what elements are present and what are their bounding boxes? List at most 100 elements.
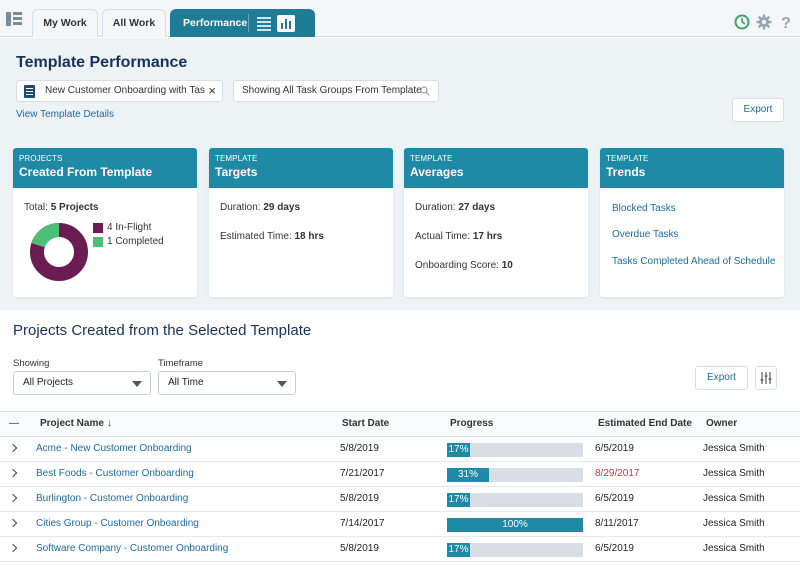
template-doc-icon: [24, 85, 35, 98]
chevron-right-icon[interactable]: [8, 518, 18, 528]
metric-value: 10: [501, 260, 513, 271]
legend-swatch: [93, 237, 103, 247]
card-caption: TEMPLATE: [215, 154, 258, 163]
tasks-ahead-of-schedule-link[interactable]: Tasks Completed Ahead of Schedule: [612, 256, 776, 267]
target-estimated-time: Estimated Time: 18 hrs: [220, 231, 324, 242]
close-icon[interactable]: ×: [208, 83, 216, 98]
export-projects-button[interactable]: Export: [695, 366, 748, 390]
legend-swatch: [93, 223, 103, 233]
projects-donut-chart: [30, 223, 88, 281]
metric-label: Onboarding Score:: [415, 260, 499, 271]
column-header-progress[interactable]: Progress: [450, 418, 494, 429]
start-date: 5/8/2019: [340, 543, 379, 554]
table-row[interactable]: Cities Group - Customer Onboarding 7/14/2…: [0, 512, 800, 537]
card-title: Created From Template: [19, 165, 153, 179]
search-icon: [420, 86, 430, 96]
projects-card: PROJECTS Created From Template Total: 5 …: [13, 148, 197, 297]
progress-bar: 100%: [447, 518, 583, 532]
tab-performance-label: Performance: [183, 17, 248, 29]
start-date: 5/8/2019: [340, 493, 379, 504]
metric-label: Estimated Time:: [220, 231, 292, 242]
task-group-filter-text: Showing All Task Groups From Template: [242, 85, 422, 96]
showing-select[interactable]: All Projects: [13, 371, 151, 395]
showing-select-value: All Projects: [23, 377, 74, 388]
card-title: Targets: [215, 165, 258, 179]
help-icon[interactable]: ?: [778, 14, 794, 30]
column-header-owner[interactable]: Owner: [706, 418, 738, 429]
estimated-end-date: 8/11/2017: [595, 518, 639, 529]
svg-text:?: ?: [781, 15, 791, 30]
timeframe-select[interactable]: All Time: [158, 371, 296, 395]
export-button[interactable]: Export: [732, 98, 784, 122]
estimated-end-date: 6/5/2019: [595, 493, 634, 504]
start-date: 7/21/2017: [340, 468, 385, 479]
owner-name: Jessica Smith: [703, 443, 765, 454]
table-row[interactable]: Best Foods - Customer Onboarding 7/21/201…: [0, 462, 800, 487]
card-title: Trends: [606, 165, 646, 179]
blocked-tasks-link[interactable]: Blocked Tasks: [612, 203, 676, 214]
progress-bar: 17%: [447, 543, 583, 557]
progress-bar-fill: 31%: [447, 468, 489, 482]
progress-bar: 17%: [447, 493, 583, 507]
table-settings-button[interactable]: [755, 366, 777, 390]
table-row[interactable]: Acme - New Customer Onboarding 5/8/2019 17…: [0, 437, 800, 462]
progress-bar-fill: 100%: [447, 518, 583, 532]
chevron-right-icon[interactable]: [8, 493, 18, 503]
list-view-icon[interactable]: [255, 15, 273, 32]
total-label: Total:: [24, 202, 48, 213]
settings-sliders-icon: [760, 372, 772, 384]
owner-name: Jessica Smith: [703, 493, 765, 504]
total-projects: Total: 5 Projects: [24, 202, 99, 213]
legend-label: 1 Completed: [107, 236, 164, 247]
template-header-panel: Template Performance New Customer Onboar…: [0, 38, 800, 310]
project-name-link[interactable]: Burlington - Customer Onboarding: [36, 493, 189, 504]
progress-bar-fill: 17%: [447, 493, 470, 507]
overdue-tasks-link[interactable]: Overdue Tasks: [612, 229, 679, 240]
project-name-link[interactable]: Software Company - Customer Onboarding: [36, 543, 229, 554]
chevron-down-icon: [277, 381, 287, 387]
metric-label: Actual Time:: [415, 231, 471, 242]
card-caption: TEMPLATE: [606, 154, 649, 163]
column-header-project-name[interactable]: Project Name ↓: [40, 418, 112, 429]
template-selector[interactable]: New Customer Onboarding with Tas ×: [16, 80, 223, 102]
metric-value: 17 hrs: [472, 231, 503, 242]
view-template-details-link[interactable]: View Template Details: [16, 109, 115, 120]
start-date: 5/8/2019: [340, 443, 379, 454]
tab-performance[interactable]: Performance: [170, 9, 315, 37]
tab-all-work[interactable]: All Work: [102, 9, 166, 37]
collapse-all-toggle[interactable]: —: [9, 418, 19, 429]
project-name-link[interactable]: Cities Group - Customer Onboarding: [36, 518, 199, 529]
progress-bar-fill: 17%: [447, 443, 470, 457]
card-header: PROJECTS Created From Template: [13, 148, 197, 188]
owner-name: Jessica Smith: [703, 518, 765, 529]
tab-my-work[interactable]: My Work: [32, 9, 98, 37]
estimated-end-date: 6/5/2019: [595, 543, 634, 554]
column-header-start-date[interactable]: Start Date: [342, 418, 390, 429]
column-header-end-date[interactable]: Estimated End Date: [598, 418, 692, 429]
card-header: TEMPLATE Targets: [209, 148, 393, 188]
total-value: 5 Projects: [50, 202, 99, 213]
chevron-right-icon[interactable]: [8, 443, 18, 453]
clock-icon[interactable]: [734, 14, 750, 30]
donut-completed-segment: [31, 223, 60, 248]
project-name-link[interactable]: Acme - New Customer Onboarding: [36, 443, 192, 454]
trends-card: TEMPLATE Trends Blocked Tasks Overdue Ta…: [600, 148, 784, 297]
chevron-right-icon[interactable]: [8, 468, 18, 478]
chevron-right-icon[interactable]: [8, 543, 18, 553]
average-duration: Duration: 27 days: [415, 202, 495, 213]
progress-bar: 31%: [447, 468, 583, 482]
onboarding-score: Onboarding Score: 10: [415, 260, 513, 271]
table-row[interactable]: Burlington - Customer Onboarding 5/8/2019…: [0, 487, 800, 512]
gear-icon[interactable]: [756, 14, 772, 30]
owner-name: Jessica Smith: [703, 543, 765, 554]
app-launcher-icon[interactable]: [6, 12, 22, 26]
metric-value: 27 days: [458, 202, 496, 213]
section-title: Projects Created from the Selected Templ…: [13, 322, 312, 339]
tab-divider: [248, 14, 249, 32]
task-group-filter[interactable]: Showing All Task Groups From Template: [233, 80, 439, 102]
start-date: 7/14/2017: [340, 518, 385, 529]
project-name-link[interactable]: Best Foods - Customer Onboarding: [36, 468, 194, 479]
bar-chart-icon[interactable]: [277, 15, 295, 32]
table-row[interactable]: Software Company - Customer Onboarding 5/…: [0, 537, 800, 562]
page-title: Template Performance: [16, 54, 188, 71]
